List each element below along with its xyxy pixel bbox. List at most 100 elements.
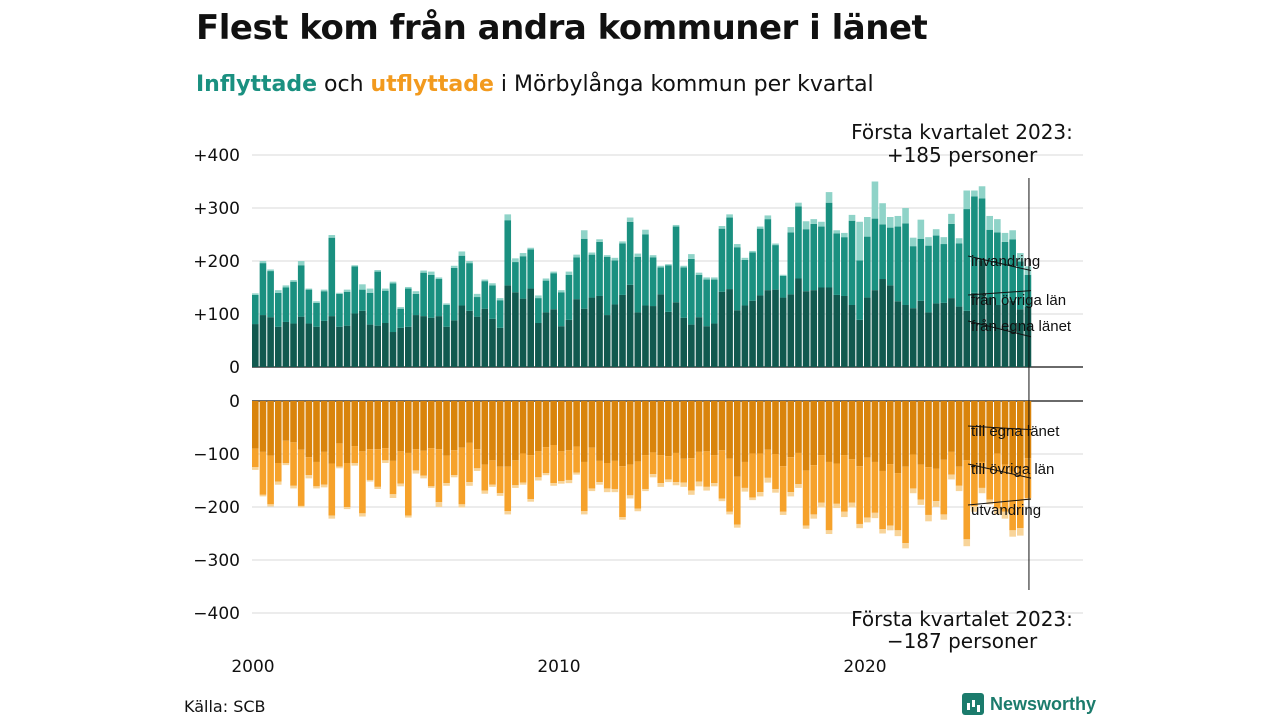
bar-in-immigration [389,281,397,284]
bar-in-own-county [971,292,978,367]
bar-in-other-counties [642,234,649,306]
series-label-leader-out [967,425,1031,431]
bar-out-own-county [565,401,573,451]
bar-in-other-counties [397,308,404,328]
bar-out-other-counties [833,463,840,504]
bar-out-other-counties [351,446,359,464]
bar-in-immigration [1001,232,1009,242]
bar-in-own-county [297,316,305,367]
bar-in-other-counties [573,257,580,300]
bar-in-other-counties [558,292,565,327]
bar-in-immigration [1009,230,1016,240]
bar-out-emigration [405,515,412,518]
bar-in-own-county [894,301,902,367]
bar-in-immigration [573,254,580,258]
bar-out-emigration [665,479,672,483]
bar-in-other-counties [649,257,657,307]
bar-out-emigration [297,505,305,508]
bar-out-other-counties [971,468,978,506]
bar-in-other-counties [588,254,596,298]
bar-out-own-county [412,401,420,450]
bar-in-other-counties [978,198,986,261]
bar-out-other-counties [336,443,343,467]
annotation-top-line1: Första kvartalet 2023: [851,120,1073,144]
bar-out-emigration [848,502,856,508]
bar-out-other-counties [458,447,466,505]
bar-out-emigration [642,488,649,492]
bar-out-other-counties [818,455,825,503]
bar-in-other-counties [565,274,573,320]
series-label-leader-out [967,498,1031,506]
bar-out-emigration [527,499,534,502]
bar-out-emigration [864,517,871,523]
series-label-in: invandring [971,253,1040,270]
bar-out-own-county [1001,401,1009,465]
bar-in-own-county [741,305,749,367]
bar-in-own-county [978,260,986,367]
bar-out-other-counties [642,455,649,489]
bar-out-other-counties [473,449,481,469]
bar-in-other-counties [909,246,917,309]
bar-in-immigration [473,293,481,298]
bar-in-own-county [435,316,443,367]
bar-in-other-counties [864,236,871,298]
bar-out-other-counties [649,452,657,475]
bar-in-immigration [443,303,450,305]
bar-in-immigration [420,270,427,273]
bar-out-other-counties [848,459,856,503]
bar-out-own-county [909,401,917,455]
bar-in-immigration [504,214,512,221]
bar-out-other-counties [688,458,695,491]
bar-out-other-counties [313,461,320,487]
bar-in-immigration [795,202,802,207]
bar-in-immigration [336,292,343,294]
bar-in-own-county [1024,306,1032,367]
bar-in-immigration [450,265,458,268]
bar-in-own-county [657,294,665,367]
subtitle-utflyttade: utflyttade [370,72,494,97]
bar-in-other-counties [596,241,603,296]
bar-out-own-county [603,401,611,464]
bar-in-immigration [940,237,948,245]
bar-in-other-counties [359,289,366,311]
bar-out-emigration [274,481,282,485]
bar-out-emigration [382,460,389,464]
bar-in-own-county [611,304,619,367]
bar-out-other-counties [565,450,573,480]
bar-out-other-counties [259,451,267,495]
bar-in-other-counties [940,244,948,303]
bar-out-own-county [711,401,718,456]
bar-in-own-county [252,324,259,367]
bar-out-own-county [802,401,810,471]
bar-in-immigration [305,288,313,290]
bar-in-own-county [795,278,802,367]
series-label-out: utvandring [971,502,1041,519]
bar-in-own-county [764,290,772,367]
bar-out-other-counties [274,463,282,482]
bar-in-other-counties [932,235,940,304]
bar-out-emigration [565,479,573,484]
bar-in-own-county [389,332,397,367]
bar-out-other-counties [603,463,611,489]
bar-out-own-county [871,401,879,462]
bar-in-other-counties [756,228,764,296]
bar-out-other-counties [252,448,259,468]
bar-in-immigration [267,269,274,272]
bar-out-other-counties [955,466,963,486]
bar-out-other-counties [749,453,756,498]
bar-in-other-counties [382,290,389,324]
bar-in-other-counties [473,297,481,317]
bar-in-immigration [932,229,940,236]
bar-in-other-counties [894,226,902,302]
source-note: Källa: SCB [184,697,266,716]
bar-out-own-county [450,401,458,451]
bar-in-own-county [274,326,282,367]
bar-in-immigration [688,254,695,259]
series-label-leader-in [967,320,1032,338]
bar-in-own-county [642,305,649,367]
bar-in-other-counties [259,263,267,316]
bar-in-own-county [963,310,971,367]
bar-out-own-county [695,401,703,452]
bar-in-immigration [879,203,886,225]
bar-out-own-county [1017,401,1024,469]
